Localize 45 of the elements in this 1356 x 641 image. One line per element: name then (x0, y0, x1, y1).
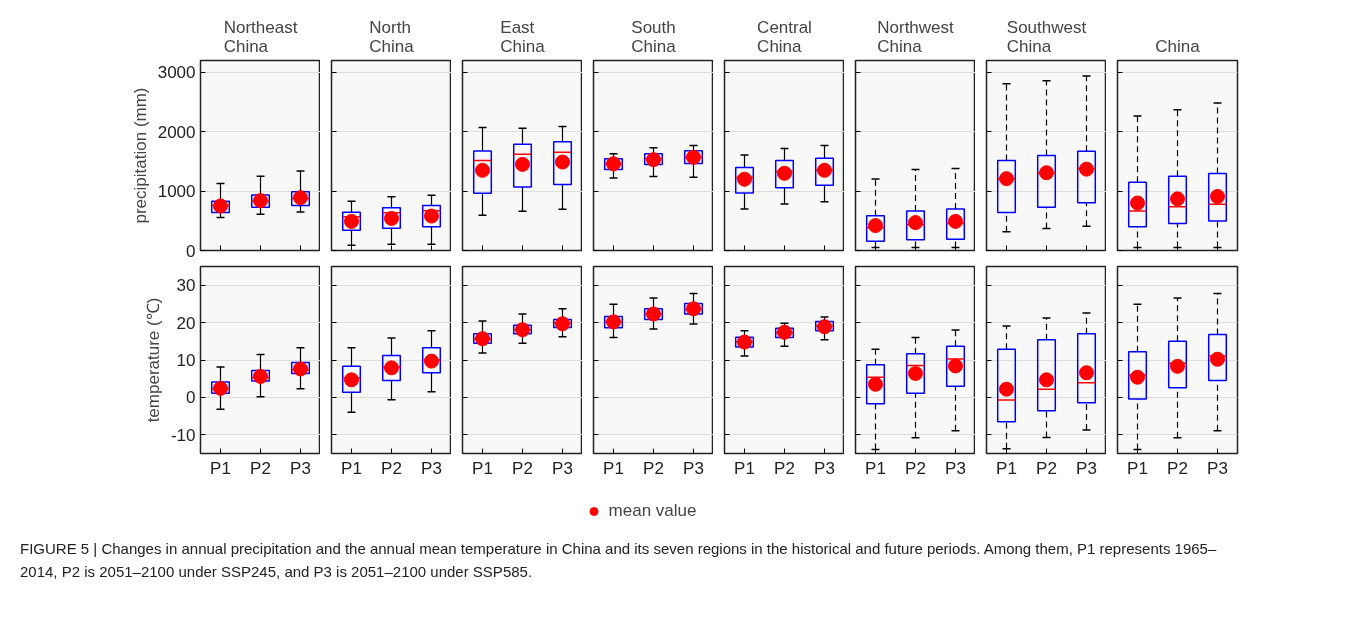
y-tick-label: 1000 (157, 182, 196, 202)
x-tick-label: P1 (472, 458, 493, 478)
y-axis-title: precipitation (mm) (130, 87, 150, 224)
x-tick-label: P1 (734, 458, 755, 478)
x-tick-label: P3 (1207, 458, 1228, 478)
x-tick-label: P2 (774, 458, 795, 478)
chart-title: North China (369, 17, 415, 56)
x-tick-label: P2 (512, 458, 533, 478)
chart-title: South China (631, 17, 677, 56)
y-tick-label: 2000 (157, 122, 196, 142)
y-tick-label: 20 (176, 313, 196, 333)
y-tick-label: 10 (176, 351, 196, 370)
x-tick-label: P3 (1076, 458, 1097, 478)
legend-label: mean value (608, 500, 697, 521)
y-tick-label: 3000 (157, 63, 196, 83)
chart-title: Southwest China (1006, 17, 1087, 56)
chart-title: East China (500, 17, 546, 56)
x-tick-label: P1 (996, 458, 1017, 478)
x-tick-label: P2 (905, 458, 926, 478)
y-tick-label: 0 (186, 388, 196, 408)
y-tick-label: 0 (186, 241, 196, 261)
x-tick-label: P2 (381, 458, 402, 478)
x-tick-label: P2 (1167, 458, 1188, 478)
x-tick-label: P3 (814, 458, 835, 478)
x-tick-label: P3 (421, 458, 442, 478)
x-tick-label: P1 (603, 458, 624, 478)
x-tick-label: P1 (341, 458, 362, 478)
chart-title: Northwest China (877, 17, 955, 56)
x-tick-label: P1 (210, 458, 231, 478)
x-tick-label: P1 (1127, 458, 1148, 478)
chart-title: Northeast China (223, 17, 298, 56)
x-tick-label: P3 (290, 458, 311, 478)
x-tick-label: P3 (683, 458, 704, 478)
x-tick-label: P1 (865, 458, 886, 478)
x-tick-label: P2 (643, 458, 664, 478)
chart-title: China (1155, 36, 1201, 56)
x-tick-label: P2 (250, 458, 271, 478)
x-tick-label: P3 (552, 458, 573, 478)
y-tick-label: 30 (176, 276, 196, 296)
y-tick-label: -10 (170, 425, 196, 445)
chart-title: Central China (757, 17, 812, 56)
caption: FIGURE 5 | Changes in annual precipitation and the annual mean temperature in China and its seven regions in the historical and future periods. Among them, P1 represents 1965–2014, P2 is 2051–2100 under SSP245, and P3 is 2051–2100 under SSP585. (20, 539, 1218, 582)
x-tick-label: P2 (1036, 458, 1057, 478)
x-tick-label: P3 (945, 458, 966, 478)
y-axis-title: temperature (℃) (143, 297, 163, 423)
